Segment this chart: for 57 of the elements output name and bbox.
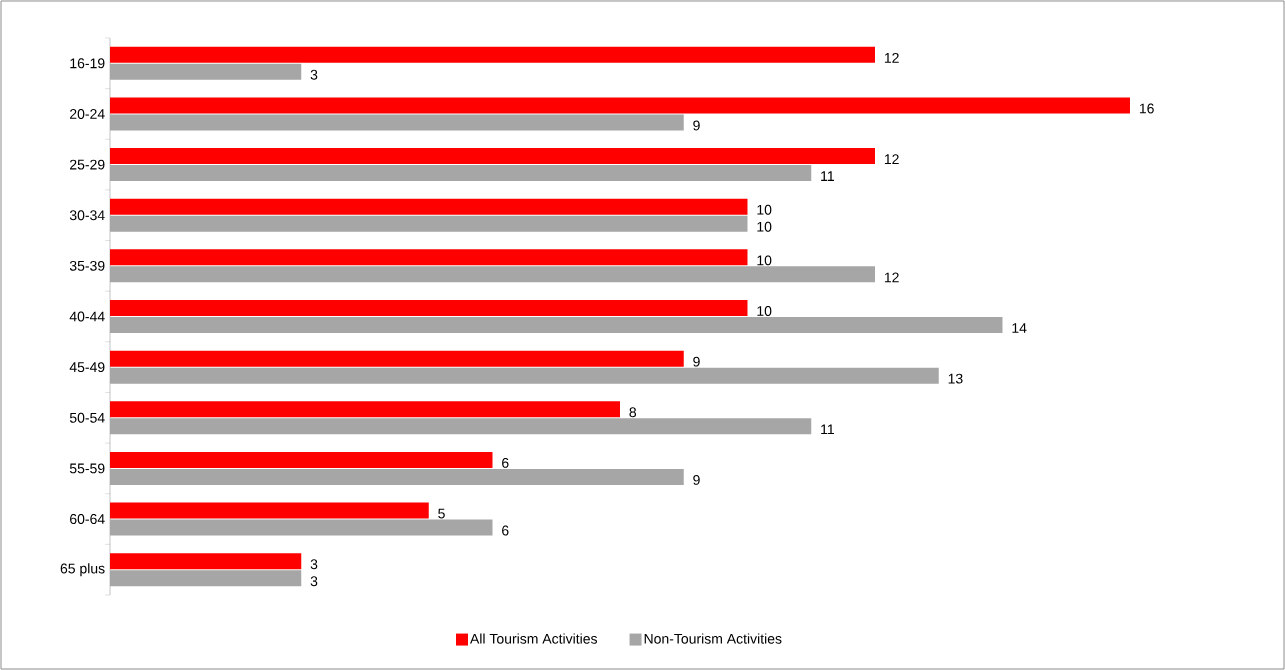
data-label: 3 bbox=[310, 576, 318, 587]
data-label: 16 bbox=[1139, 103, 1154, 114]
bar bbox=[110, 519, 493, 536]
bar bbox=[110, 418, 812, 435]
bar bbox=[110, 148, 875, 165]
legend-label: Non-Tourism Activities bbox=[644, 633, 782, 644]
bar bbox=[110, 198, 748, 215]
bar bbox=[110, 165, 812, 182]
data-label: 9 bbox=[693, 120, 700, 131]
data-label: 12 bbox=[884, 154, 899, 164]
y-tick-label: 20-24 bbox=[70, 108, 105, 119]
data-label: 6 bbox=[502, 457, 509, 468]
data-label: 3 bbox=[310, 559, 318, 570]
bar bbox=[110, 46, 875, 63]
y-tick-label: 30-34 bbox=[69, 210, 105, 221]
bar bbox=[110, 249, 748, 266]
data-label: 11 bbox=[821, 424, 834, 435]
bar bbox=[110, 350, 684, 367]
y-tick-label: 65 plus bbox=[60, 563, 105, 577]
bar bbox=[110, 468, 684, 485]
data-label: 12 bbox=[884, 52, 899, 63]
bar bbox=[110, 367, 939, 384]
data-label: 10 bbox=[757, 255, 772, 266]
y-tick-label: 45-49 bbox=[69, 362, 105, 373]
data-label: 11 bbox=[821, 171, 834, 181]
data-label: 8 bbox=[629, 407, 637, 418]
y-tick-label: 50-54 bbox=[69, 412, 105, 423]
data-label: 9 bbox=[693, 474, 700, 485]
data-label: 6 bbox=[502, 525, 509, 536]
bar bbox=[110, 570, 302, 587]
bar bbox=[110, 502, 429, 519]
y-tick-label: 40-44 bbox=[69, 311, 105, 322]
data-label: 10 bbox=[757, 204, 772, 215]
bar bbox=[110, 401, 620, 418]
bar bbox=[110, 215, 748, 232]
bar bbox=[110, 553, 302, 570]
data-label: 12 bbox=[884, 272, 899, 283]
data-label: 10 bbox=[757, 306, 772, 316]
bar bbox=[110, 300, 748, 316]
bar bbox=[110, 266, 875, 283]
data-label: 10 bbox=[757, 221, 772, 232]
data-label: 3 bbox=[310, 69, 318, 80]
bar bbox=[110, 317, 1003, 333]
bar bbox=[110, 97, 1130, 114]
bar bbox=[110, 451, 493, 468]
y-tick-label: 60-64 bbox=[70, 514, 105, 525]
bar bbox=[110, 63, 302, 80]
data-label: 9 bbox=[693, 356, 700, 367]
data-label: 14 bbox=[1012, 323, 1027, 333]
y-tick-label: 25-29 bbox=[70, 159, 105, 170]
y-tick-label: 16-19 bbox=[70, 58, 105, 69]
data-label: 13 bbox=[948, 373, 963, 384]
y-tick-label: 35-39 bbox=[69, 260, 105, 271]
y-tick-label: 55-59 bbox=[69, 463, 105, 474]
legend-label: All Tourism Activities bbox=[470, 633, 598, 644]
data-label: 5 bbox=[438, 508, 445, 519]
bar bbox=[110, 114, 684, 131]
